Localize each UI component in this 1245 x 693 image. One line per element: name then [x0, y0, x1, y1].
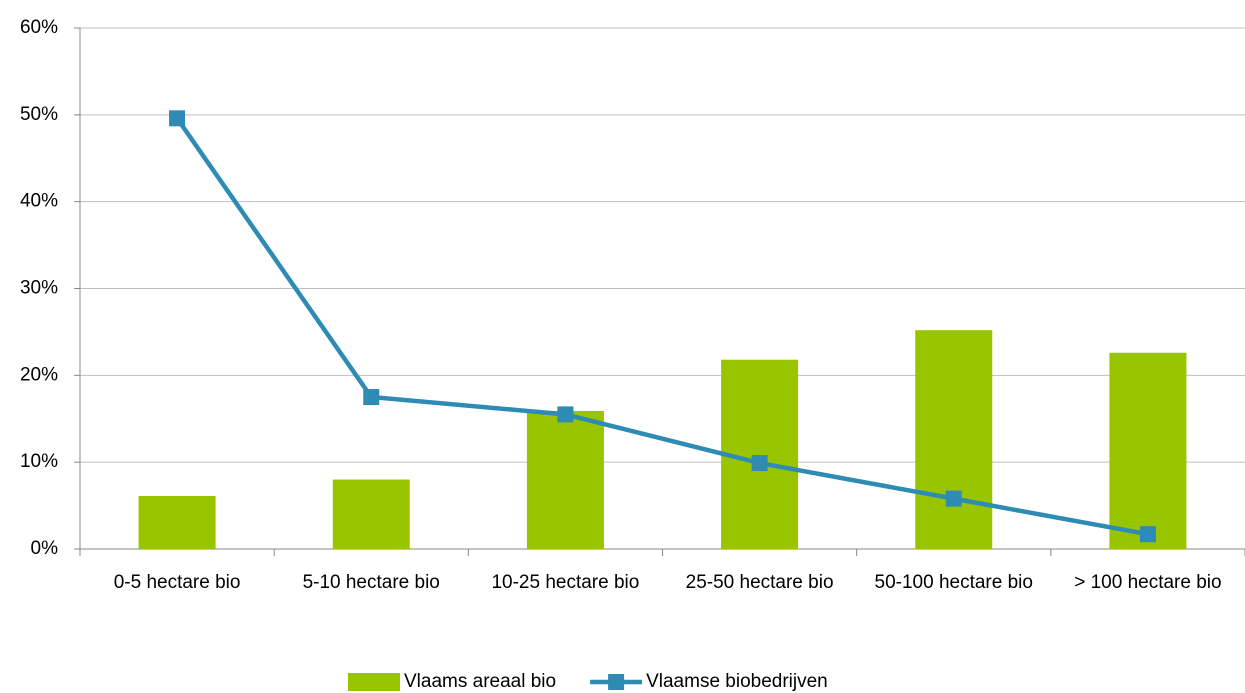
y-tick-label: 40%	[20, 191, 58, 212]
y-tick-label: 20%	[20, 364, 58, 385]
marker	[169, 110, 186, 127]
marker	[751, 455, 768, 472]
bar	[526, 410, 604, 549]
legend-label: Vlaamse biobedrijven	[646, 671, 828, 692]
bar	[138, 496, 216, 549]
legend-swatch	[348, 673, 400, 691]
x-tick-label: 10-25 hectare bio	[491, 572, 640, 593]
y-tick-label: 60%	[20, 17, 58, 38]
marker	[945, 490, 962, 507]
y-tick-label: 10%	[20, 451, 58, 472]
y-tick-label: 0%	[31, 538, 59, 559]
y-tick-label: 30%	[20, 278, 58, 299]
x-tick-label: 0-5 hectare bio	[113, 572, 241, 593]
marker	[1139, 526, 1156, 543]
bar	[332, 479, 410, 549]
x-tick-label: > 100 hectare bio	[1074, 572, 1222, 593]
marker	[557, 406, 574, 423]
line	[175, 117, 1149, 537]
x-tick-label: 50-100 hectare bio	[874, 572, 1033, 593]
bar	[915, 330, 993, 549]
legend-label: Vlaams areaal bio	[404, 671, 556, 692]
x-tick-label: 5-10 hectare bio	[302, 572, 440, 593]
marker	[363, 389, 380, 406]
legend-marker	[608, 674, 625, 690]
bar	[1109, 352, 1187, 549]
x-tick-label: 25-50 hectare bio	[685, 572, 834, 593]
y-tick-label: 50%	[20, 104, 58, 125]
